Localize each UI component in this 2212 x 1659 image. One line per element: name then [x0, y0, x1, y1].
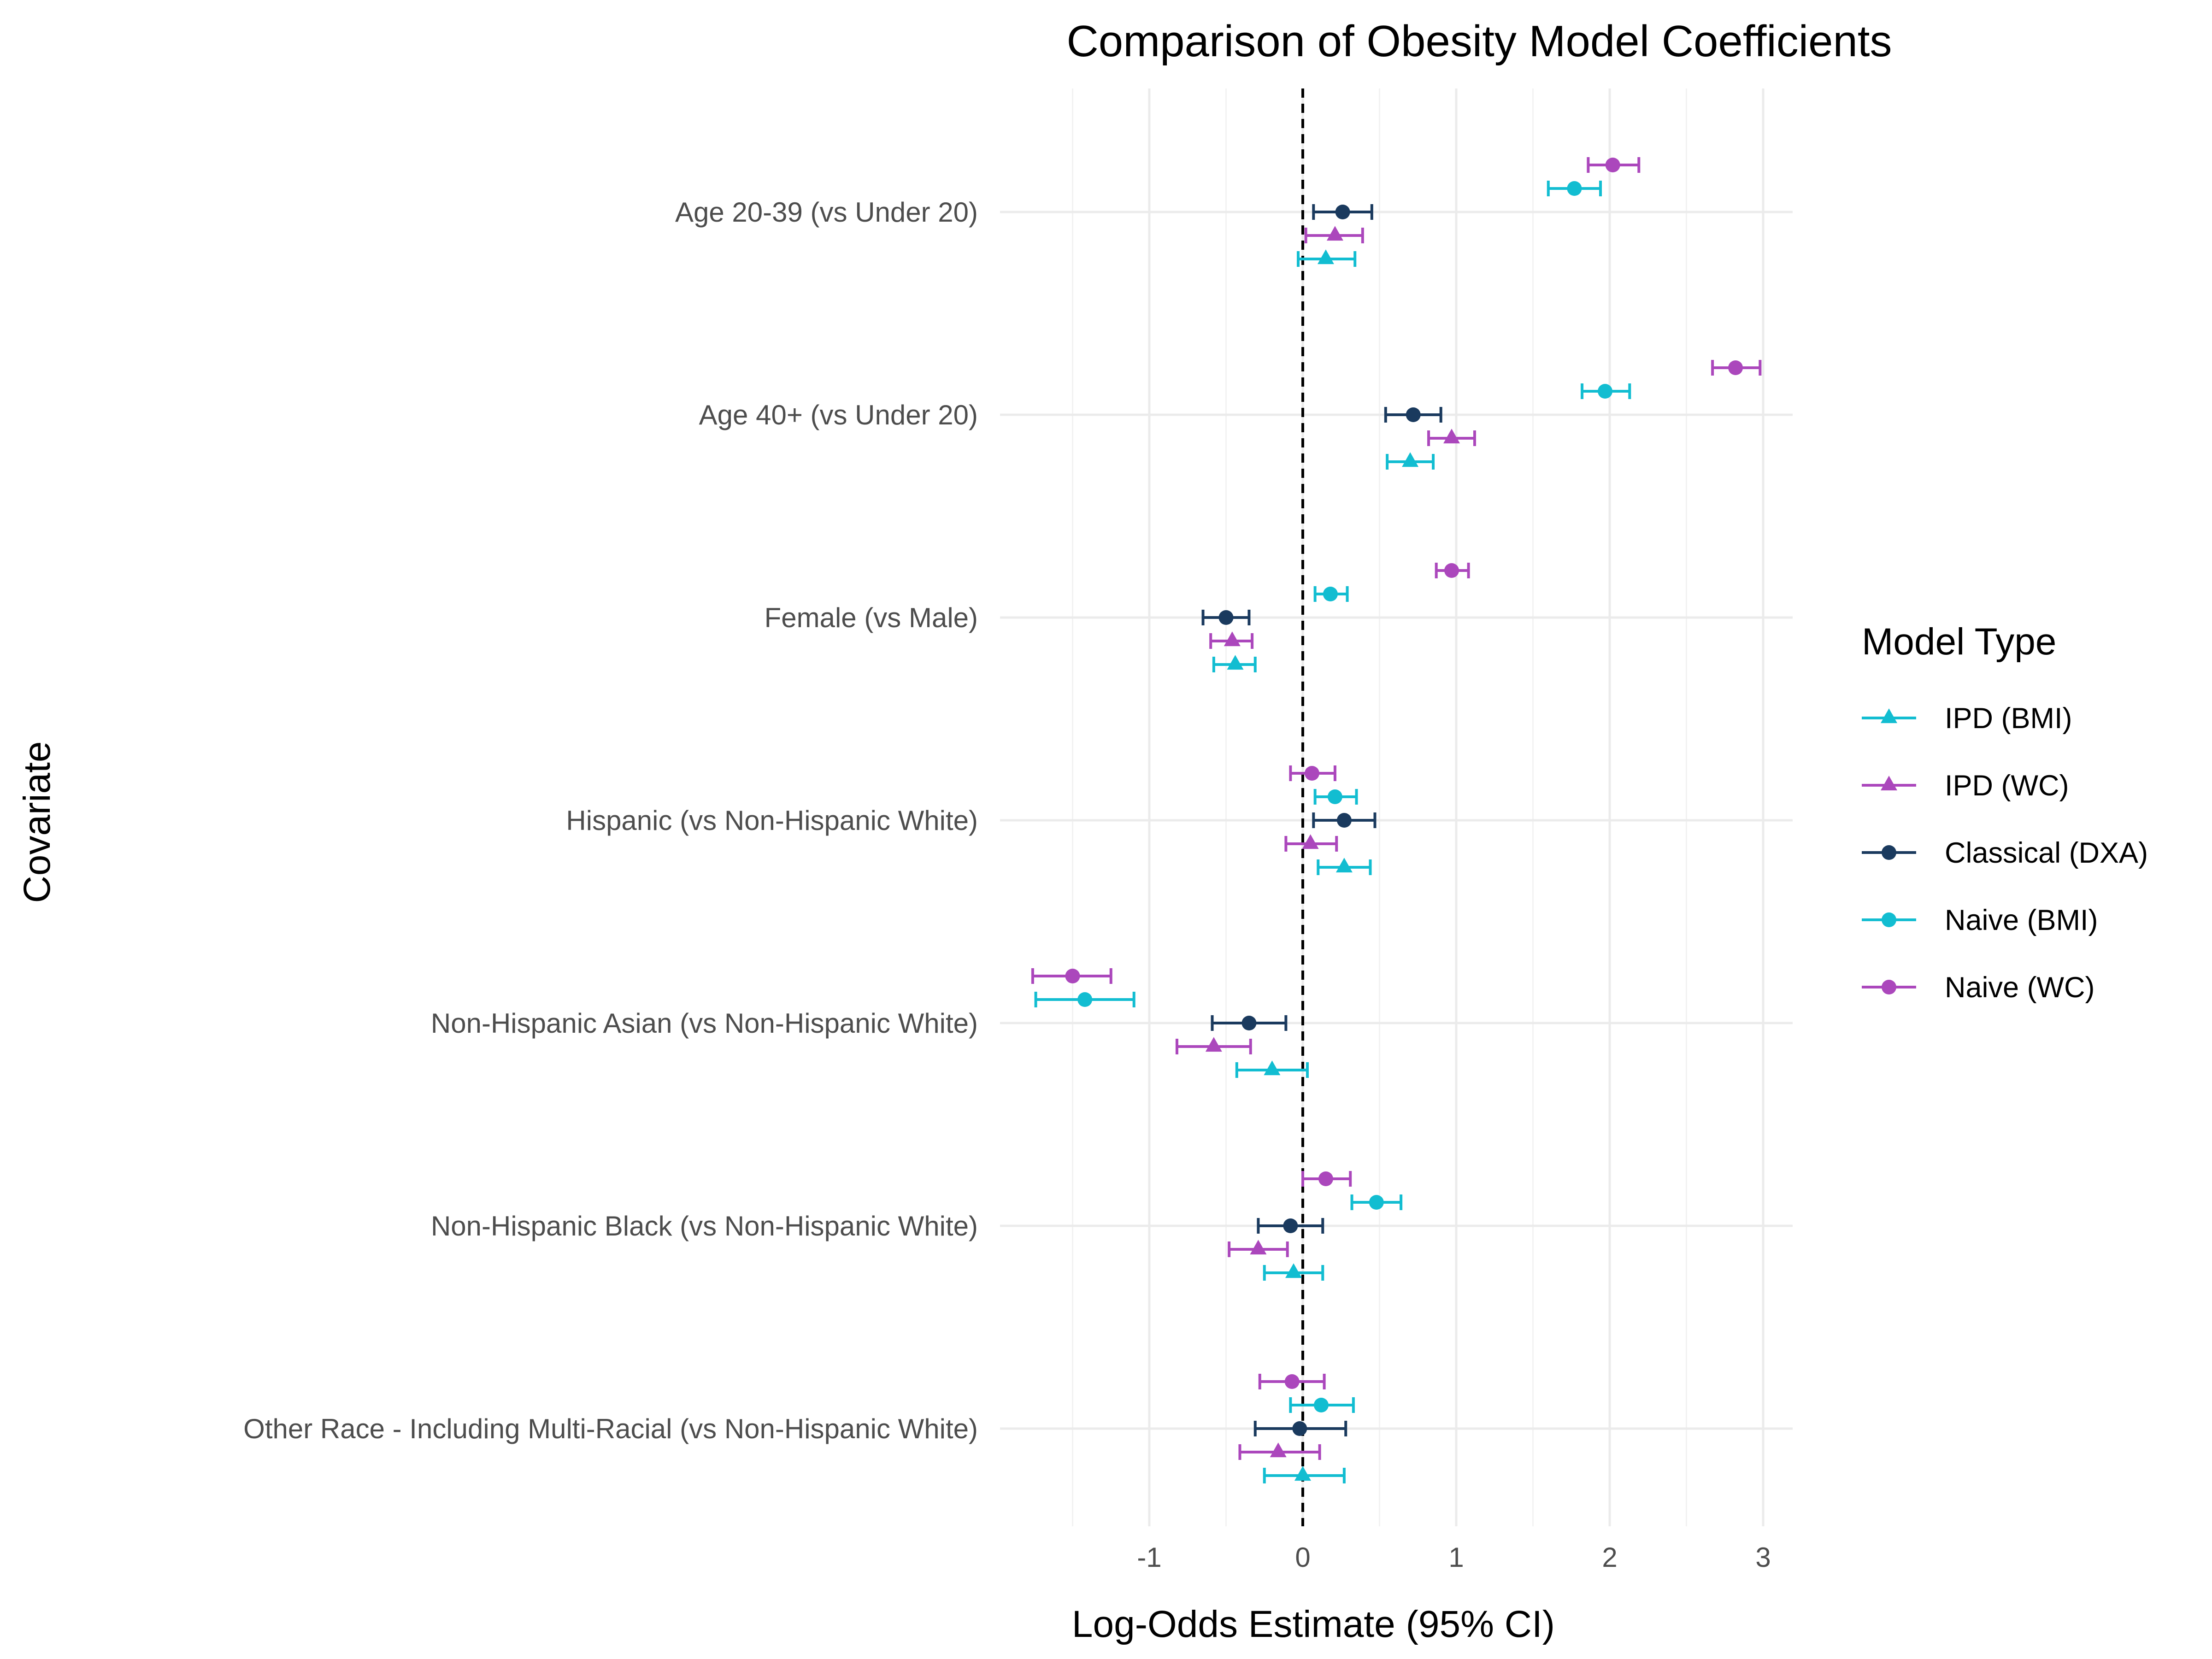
legend-item: IPD (BMI) — [1862, 702, 2072, 735]
point-estimate — [1283, 1218, 1298, 1233]
point-estimate — [1335, 205, 1350, 219]
x-tick-label: 0 — [1295, 1542, 1310, 1573]
y-tick-labels: Age 20-39 (vs Under 20) Age 40+ (vs Under… — [243, 197, 978, 1444]
point-estimate — [1335, 858, 1353, 873]
point-estimate — [1318, 1171, 1333, 1186]
legend-label: Naive (WC) — [1945, 971, 2095, 1004]
legend-item: Classical (DXA) — [1862, 837, 2148, 869]
legend-key-marker — [1882, 912, 1896, 927]
point-estimate — [1292, 1421, 1307, 1436]
y-tick-label: Non-Hispanic Asian (vs Non-Hispanic Whit… — [431, 1008, 978, 1039]
data-marks — [1031, 157, 1762, 1483]
point-estimate — [1443, 429, 1460, 444]
point-estimate — [1336, 813, 1352, 828]
point-estimate — [1323, 587, 1338, 601]
point-estimate — [1326, 226, 1343, 241]
legend: Model Type IPD (BMI) IPD (WC) Classical (D… — [1862, 621, 2148, 1004]
legend-key-marker — [1882, 845, 1896, 860]
series-classical-dxa — [1201, 204, 1442, 1436]
point-estimate — [1567, 181, 1582, 196]
point-estimate — [1285, 1263, 1302, 1278]
point-estimate — [1205, 1037, 1222, 1052]
point-estimate — [1369, 1195, 1384, 1210]
point-estimate — [1317, 249, 1334, 265]
point-estimate — [1406, 407, 1421, 422]
point-estimate — [1313, 1398, 1329, 1412]
x-tick-label: -1 — [1137, 1542, 1161, 1573]
point-estimate — [1605, 158, 1620, 172]
y-tick-label: Other Race - Including Multi-Racial (vs … — [243, 1413, 978, 1444]
legend-item: Naive (WC) — [1862, 971, 2095, 1004]
point-estimate — [1284, 1374, 1300, 1389]
point-estimate — [1302, 834, 1319, 849]
legend-label: IPD (BMI) — [1945, 702, 2072, 735]
series-naive-wc — [1031, 157, 1762, 1389]
series-ipd-wc — [1175, 226, 1476, 1460]
point-estimate — [1250, 1240, 1267, 1255]
point-estimate — [1327, 789, 1342, 804]
legend-label: IPD (WC) — [1945, 770, 2069, 802]
point-estimate — [1227, 655, 1244, 670]
point-estimate — [1728, 360, 1743, 375]
point-estimate — [1598, 384, 1613, 399]
y-tick-label: Female (vs Male) — [765, 602, 978, 633]
series-ipd-bmi — [1212, 249, 1435, 1483]
x-axis-title: Log-Odds Estimate (95% CI) — [1072, 1603, 1555, 1645]
point-estimate — [1218, 610, 1234, 625]
legend-key-marker — [1881, 708, 1897, 724]
y-tick-label: Age 40+ (vs Under 20) — [699, 400, 978, 430]
legend-item: IPD (WC) — [1862, 770, 2069, 802]
x-tick-label: 3 — [1755, 1542, 1771, 1573]
plot-title: Comparison of Obesity Model Coefficients — [1066, 17, 1892, 66]
y-tick-label: Age 20-39 (vs Under 20) — [675, 197, 978, 228]
legend-key-marker — [1882, 980, 1896, 994]
legend-label: Classical (DXA) — [1945, 837, 2148, 869]
point-estimate — [1264, 1060, 1281, 1076]
point-estimate — [1294, 1466, 1311, 1481]
legend-title: Model Type — [1862, 621, 2056, 663]
legend-label: Naive (BMI) — [1945, 904, 2098, 936]
legend-items: IPD (BMI) IPD (WC) Classical (DXA) Naive (B… — [1862, 702, 2148, 1004]
series-naive-bmi — [1034, 181, 1631, 1413]
y-axis-title: Covariate — [16, 741, 58, 903]
point-estimate — [1444, 563, 1459, 578]
x-tick-label: 1 — [1448, 1542, 1464, 1573]
legend-item: Naive (BMI) — [1862, 904, 2098, 936]
x-tick-label: 2 — [1602, 1542, 1617, 1573]
y-tick-label: Hispanic (vs Non-Hispanic White) — [566, 805, 978, 836]
legend-key-marker — [1881, 776, 1897, 791]
point-estimate — [1065, 969, 1080, 983]
point-estimate — [1077, 992, 1093, 1007]
x-tick-labels: -1 0 1 2 3 — [1137, 1542, 1771, 1573]
point-estimate — [1402, 452, 1419, 467]
point-estimate — [1224, 631, 1241, 647]
gridlines — [1000, 88, 1793, 1526]
point-estimate — [1241, 1016, 1257, 1030]
point-estimate — [1304, 766, 1319, 781]
point-estimate — [1270, 1442, 1287, 1458]
y-tick-label: Non-Hispanic Black (vs Non-Hispanic Whit… — [431, 1211, 978, 1241]
